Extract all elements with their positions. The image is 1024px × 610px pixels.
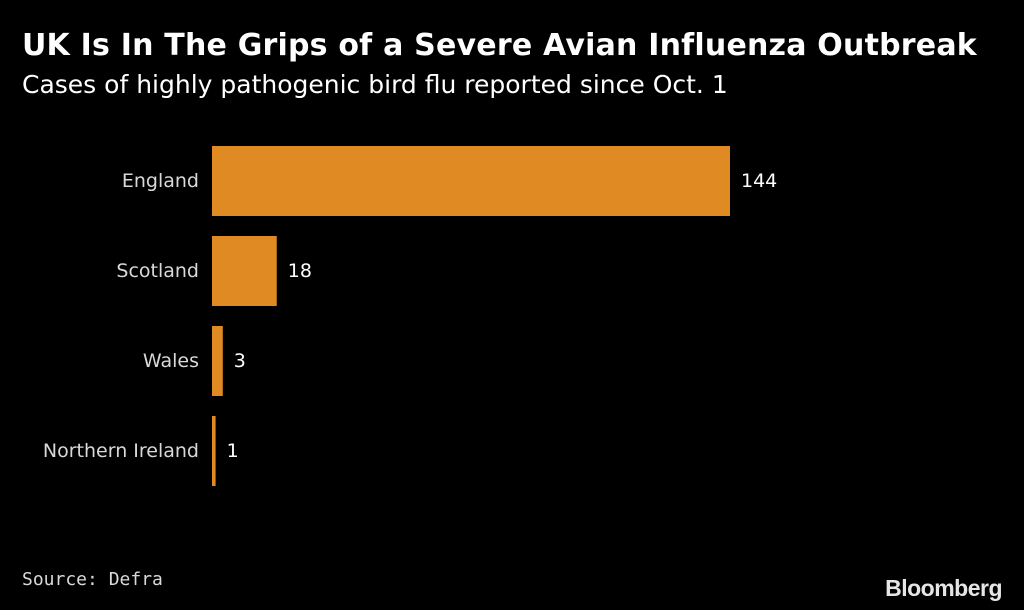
value-label: 1	[227, 440, 239, 462]
bloomberg-logo: Bloomberg	[885, 575, 1002, 601]
category-label: England	[122, 170, 199, 192]
chart-title: UK Is In The Grips of a Severe Avian Inf…	[22, 28, 977, 63]
category-label: Northern Ireland	[43, 440, 199, 462]
bar-northern-ireland	[212, 416, 216, 486]
bar-england	[212, 146, 730, 216]
value-label: 144	[741, 170, 777, 192]
value-label: 18	[288, 260, 312, 282]
category-label: Wales	[143, 350, 199, 372]
source-note: Source: Defra	[22, 569, 163, 590]
value-label: 3	[234, 350, 246, 372]
bar-scotland	[212, 236, 277, 306]
bar-wales	[212, 326, 223, 396]
chart-subtitle: Cases of highly pathogenic bird flu repo…	[22, 70, 728, 99]
category-label: Scotland	[116, 260, 199, 282]
